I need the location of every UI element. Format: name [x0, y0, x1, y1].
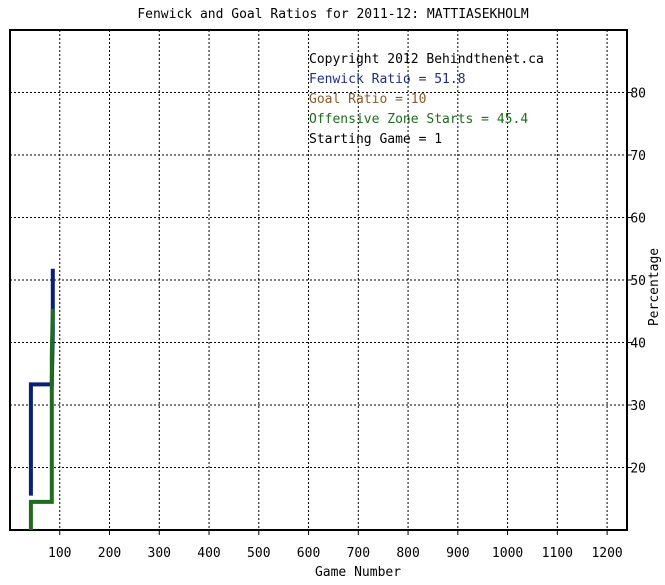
- legend: Copyright 2012 Behindthenet.ca Fenwick Ra…: [309, 52, 544, 147]
- y-tick-label: 50: [630, 274, 646, 289]
- x-tick-label: 300: [148, 546, 171, 561]
- legend-entry: Offensive Zone Starts = 45.4: [309, 112, 528, 127]
- x-tick-label: 200: [98, 546, 121, 561]
- legend-entry: Fenwick Ratio = 51.8: [309, 72, 466, 87]
- x-tick-label: 500: [247, 546, 270, 561]
- y-tick-label: 40: [630, 337, 646, 352]
- chart-title: Fenwick and Goal Ratios for 2011-12: MAT…: [137, 7, 529, 22]
- y-tick-label: 70: [630, 149, 646, 164]
- y-tick-label: 60: [630, 212, 646, 227]
- x-tick-label: 400: [197, 546, 220, 561]
- y-axis-label: Percentage: [647, 248, 662, 326]
- x-axis-ticks: 100 200 300 400 500 600 700 800 900 1000 1100 1200: [48, 530, 623, 561]
- x-tick-label: 100: [48, 546, 71, 561]
- y-tick-label: 80: [630, 87, 646, 102]
- x-axis-label: Game Number: [315, 565, 401, 580]
- grid-lines: [10, 30, 627, 530]
- x-tick-label: 1100: [542, 546, 573, 561]
- x-tick-label: 700: [347, 546, 370, 561]
- x-tick-label: 800: [396, 546, 419, 561]
- y-tick-label: 30: [630, 399, 646, 414]
- series-line-2: [28, 308, 55, 530]
- series-lines: [28, 268, 55, 530]
- x-tick-label: 900: [446, 546, 469, 561]
- x-tick-label: 600: [297, 546, 320, 561]
- legend-entry: Starting Game = 1: [309, 132, 442, 147]
- legend-entry: Goal Ratio = 10: [309, 92, 426, 107]
- legend-entry: Copyright 2012 Behindthenet.ca: [309, 52, 544, 67]
- x-tick-label: 1000: [492, 546, 523, 561]
- y-axis-ticks: 20 30 40 50 60 70 80: [627, 87, 646, 477]
- y-tick-label: 20: [630, 462, 646, 477]
- x-tick-label: 1200: [591, 546, 622, 561]
